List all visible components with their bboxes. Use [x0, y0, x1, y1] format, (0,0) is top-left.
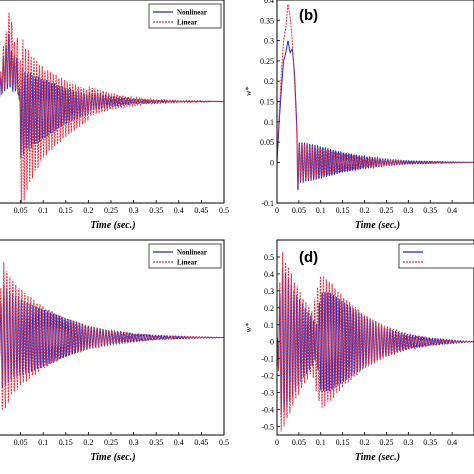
panel-4-y-tick-label: 0 — [270, 338, 274, 347]
panel-2-x-tick-label: 0.4 — [447, 206, 457, 215]
panel-4-y-tick-label: 0.1 — [264, 321, 274, 330]
panel-4-x-tick-label: 0.2 — [360, 438, 370, 447]
panel-1-x-tick-label: 0.3 — [129, 206, 139, 215]
panel-1-x-tick-label: 0.35 — [149, 206, 163, 215]
panel-1-legend-entry-nonlinear: Nonlinear — [177, 9, 207, 17]
panel-3-x-tick-label: 0.1 — [38, 438, 48, 447]
panel-3-legend-entry-linear: Linear — [177, 259, 197, 267]
panel-1-x-tick-label: 0.25 — [104, 206, 118, 215]
panel-3-x-tick-label: 0.15 — [59, 438, 73, 447]
panel-1-x-tick-label: 0.45 — [194, 206, 208, 215]
panel-2-x-tick-label: 0.15 — [336, 206, 350, 215]
panel-1-x-tick-label: 0.05 — [14, 206, 28, 215]
panel-4-y-tick-label: -0.3 — [261, 389, 274, 398]
panel-4-y-tick-label: -0.1 — [261, 355, 274, 364]
panel-4-x-tick-label: 0 — [275, 438, 279, 447]
panel-1-series-linear-line — [0, 12, 225, 204]
panel-2-x-tick-label: 0 — [275, 206, 279, 215]
panel-4-legend-box — [398, 243, 474, 269]
panel-4-x-tick-label: 0.35 — [423, 438, 437, 447]
panel-1-x-tick-label: 0.2 — [83, 206, 93, 215]
panel-3-x-axis-label: Time (sec.) — [90, 452, 135, 463]
panel-2-x-tick-label: 0.05 — [292, 206, 306, 215]
panel-1-x-axis-label: Time (sec.) — [90, 220, 135, 231]
panel-2-x-tick-label: 0.1 — [316, 206, 326, 215]
panel-4-y-tick-label: 0.3 — [264, 287, 274, 296]
panel-3-x-tick-label: 0.35 — [149, 438, 163, 447]
panel-4-series-nonlinear-line — [276, 267, 474, 416]
panel-4-x-tick-label: 0.15 — [336, 438, 350, 447]
panel-2-series-linear-line — [276, 4, 474, 188]
panel-4-y-tick-label: 0.4 — [264, 270, 274, 279]
panel-4-y-tick-label: -0.2 — [261, 372, 274, 381]
panel-3-x-tick-label: 0.25 — [104, 438, 118, 447]
panel-2-x-tick-label: 0.3 — [403, 206, 413, 215]
panel-3-x-tick-label: 0.5 — [219, 438, 229, 447]
panel-1-legend: Nonlinear Linear — [148, 3, 222, 29]
panel-2-y-tick-label: 0.25 — [260, 57, 274, 66]
panel-3-x-tick-label: 0.45 — [194, 438, 208, 447]
panel-4-y-axis-label: w* — [244, 323, 253, 332]
panel-1-legend-entry-linear: Linear — [177, 19, 197, 27]
panel-3-series-linear-line — [0, 262, 225, 411]
panel-3-legend-box — [148, 243, 222, 269]
panel-3-legend: Nonlinear Linear — [148, 243, 222, 269]
panel-2-y-tick-label: 0.1 — [264, 118, 274, 127]
panel-4-x-tick-label: 0.4 — [447, 438, 457, 447]
panel-2-label: (b) — [299, 7, 318, 24]
panel-2-y-tick-label: 0.3 — [264, 37, 274, 46]
panel-2-y-tick-label: -0.1 — [261, 199, 274, 208]
panel-4-x-tick-label: 0.3 — [403, 438, 413, 447]
panel-2-x-axis-label: Time (sec.) — [355, 220, 400, 231]
panel-4-y-tick-label: 0.5 — [264, 253, 274, 262]
panel-2-y-tick-label: 0.15 — [260, 98, 274, 107]
panel-4-axes-frame — [276, 239, 474, 436]
panel-1-x-tick-label: 0.5 — [219, 206, 229, 215]
panel-3-x-tick-label: 0.05 — [14, 438, 28, 447]
panel-2-y-tick-label: 0.4 — [264, 0, 274, 5]
panel-2-y-tick-label: 0.35 — [260, 16, 274, 25]
panel-2-x-tick-label: 0.35 — [423, 206, 437, 215]
panel-4-label: (d) — [299, 249, 318, 266]
panel-3-x-tick-label: 0.3 — [129, 438, 139, 447]
panel-2-x-tick-label: 0.25 — [379, 206, 393, 215]
panel-1-x-tick-label: 0.1 — [38, 206, 48, 215]
panel-3-legend-entry-nonlinear: Nonlinear — [177, 249, 207, 257]
panel-4-x-tick-label: 0.25 — [379, 438, 393, 447]
panel-1-legend-box — [148, 3, 222, 29]
panel-1-x-tick-label: 0.4 — [174, 206, 184, 215]
panel-3-x-tick-label: 0.2 — [83, 438, 93, 447]
panel-2-y-tick-label: 0.2 — [264, 77, 274, 86]
panel-4-y-tick-label: -0.5 — [261, 423, 274, 432]
panel-2-y-axis-label: w* — [244, 87, 253, 96]
panel-4-legend — [398, 243, 474, 269]
panel-4-x-tick-label: 0.1 — [316, 438, 326, 447]
panel-4-y-tick-label: -0.4 — [261, 406, 274, 415]
panel-1-x-tick-label: 0.15 — [59, 206, 73, 215]
panel-1-series-nonlinear-line — [0, 34, 224, 158]
panel-2-y-tick-label: 0 — [270, 158, 274, 167]
panel-4-y-tick-label: 0.2 — [264, 304, 274, 313]
panel-2-x-tick-label: 0.2 — [360, 206, 370, 215]
panel-2-y-tick-label: 0.05 — [260, 138, 274, 147]
panel-4-x-axis-label: Time (sec.) — [355, 452, 400, 463]
panel-4-x-tick-label: 0.05 — [292, 438, 306, 447]
panel-3-x-tick-label: 0.4 — [174, 438, 184, 447]
panel-4-series-linear-line — [276, 252, 474, 432]
